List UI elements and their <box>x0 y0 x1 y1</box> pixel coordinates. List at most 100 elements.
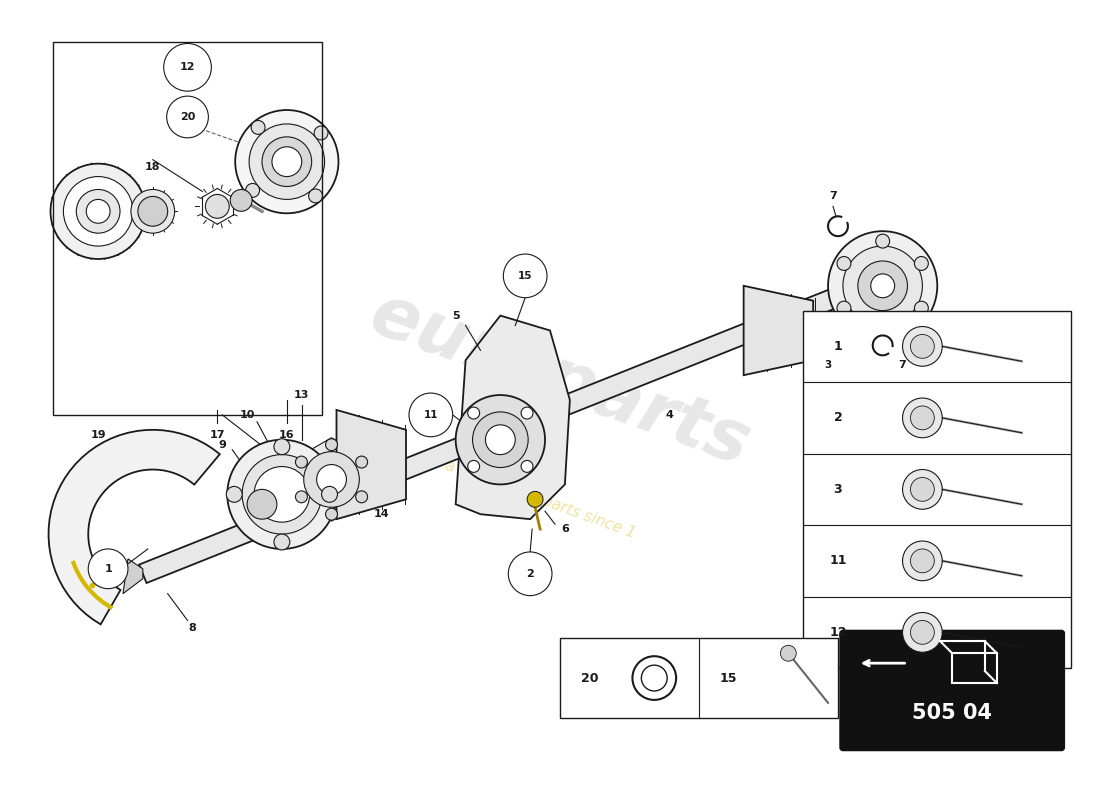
Circle shape <box>641 665 668 691</box>
Text: 1: 1 <box>104 564 112 574</box>
Text: 11: 11 <box>424 410 438 420</box>
Circle shape <box>321 486 338 502</box>
Text: 505 04: 505 04 <box>912 703 992 723</box>
Circle shape <box>858 261 907 310</box>
Polygon shape <box>123 559 143 594</box>
Circle shape <box>235 110 339 214</box>
Circle shape <box>248 490 277 519</box>
Text: 5: 5 <box>452 310 460 321</box>
Circle shape <box>902 398 943 438</box>
Polygon shape <box>337 410 406 519</box>
Text: 15: 15 <box>720 671 737 685</box>
Circle shape <box>355 456 367 468</box>
Circle shape <box>911 621 934 644</box>
Circle shape <box>468 407 480 419</box>
Circle shape <box>272 146 301 177</box>
Text: 20: 20 <box>179 112 195 122</box>
Text: 2: 2 <box>526 569 534 578</box>
Text: 11: 11 <box>829 554 847 567</box>
Circle shape <box>409 393 453 437</box>
FancyBboxPatch shape <box>803 310 1071 668</box>
Circle shape <box>274 534 289 550</box>
Text: 8: 8 <box>188 623 197 634</box>
Circle shape <box>508 552 552 596</box>
Text: 10: 10 <box>240 410 255 420</box>
Circle shape <box>902 470 943 510</box>
Circle shape <box>632 656 676 700</box>
Text: 2: 2 <box>834 411 843 424</box>
Circle shape <box>911 549 934 573</box>
Circle shape <box>317 465 346 494</box>
Circle shape <box>911 406 934 430</box>
Text: 19: 19 <box>90 430 106 440</box>
Text: 12: 12 <box>179 62 196 72</box>
Circle shape <box>249 124 324 199</box>
Circle shape <box>843 246 923 326</box>
Circle shape <box>828 231 937 341</box>
Circle shape <box>914 301 928 315</box>
Circle shape <box>808 346 848 385</box>
Circle shape <box>914 257 928 270</box>
Text: 12: 12 <box>829 626 847 639</box>
Text: 1: 1 <box>834 340 843 353</box>
Circle shape <box>64 177 133 246</box>
Circle shape <box>227 486 242 502</box>
Circle shape <box>902 613 943 652</box>
Circle shape <box>837 257 851 270</box>
Circle shape <box>76 190 120 233</box>
Circle shape <box>911 334 934 358</box>
Circle shape <box>911 478 934 502</box>
Circle shape <box>504 254 547 298</box>
Text: 3: 3 <box>834 483 843 496</box>
Polygon shape <box>455 315 570 519</box>
Circle shape <box>309 189 322 203</box>
Text: 7: 7 <box>829 191 837 202</box>
Circle shape <box>164 43 211 91</box>
Text: 20: 20 <box>581 671 598 685</box>
Text: a passion for parts since 1: a passion for parts since 1 <box>443 458 637 541</box>
Circle shape <box>902 541 943 581</box>
Circle shape <box>131 190 175 233</box>
Circle shape <box>88 549 128 589</box>
Polygon shape <box>48 430 220 624</box>
Circle shape <box>455 395 544 485</box>
FancyBboxPatch shape <box>840 630 1065 750</box>
Circle shape <box>242 454 321 534</box>
Circle shape <box>254 466 310 522</box>
Circle shape <box>876 234 890 248</box>
Circle shape <box>355 491 367 502</box>
Text: 3: 3 <box>824 360 832 370</box>
Circle shape <box>167 96 208 138</box>
Polygon shape <box>744 286 813 375</box>
Text: 7: 7 <box>899 360 906 370</box>
Circle shape <box>138 197 167 226</box>
Circle shape <box>468 461 480 472</box>
Circle shape <box>876 323 890 338</box>
Polygon shape <box>140 272 881 583</box>
Circle shape <box>527 491 543 507</box>
Circle shape <box>326 438 338 450</box>
Circle shape <box>296 491 307 502</box>
Text: 17: 17 <box>210 430 225 440</box>
Circle shape <box>230 190 252 211</box>
Text: 9: 9 <box>219 440 227 450</box>
Circle shape <box>902 326 943 366</box>
Circle shape <box>485 425 515 454</box>
Circle shape <box>206 194 229 218</box>
FancyBboxPatch shape <box>560 638 838 718</box>
Circle shape <box>326 508 338 520</box>
Circle shape <box>780 646 796 661</box>
Circle shape <box>51 164 146 259</box>
Circle shape <box>871 274 894 298</box>
Circle shape <box>296 456 307 468</box>
Circle shape <box>251 121 265 134</box>
Circle shape <box>837 301 851 315</box>
Circle shape <box>473 412 528 467</box>
Text: 13: 13 <box>294 390 309 400</box>
Circle shape <box>274 438 289 454</box>
Circle shape <box>245 183 260 198</box>
Circle shape <box>521 461 534 472</box>
Text: 15: 15 <box>518 271 532 281</box>
Circle shape <box>304 452 360 507</box>
Circle shape <box>228 440 337 549</box>
